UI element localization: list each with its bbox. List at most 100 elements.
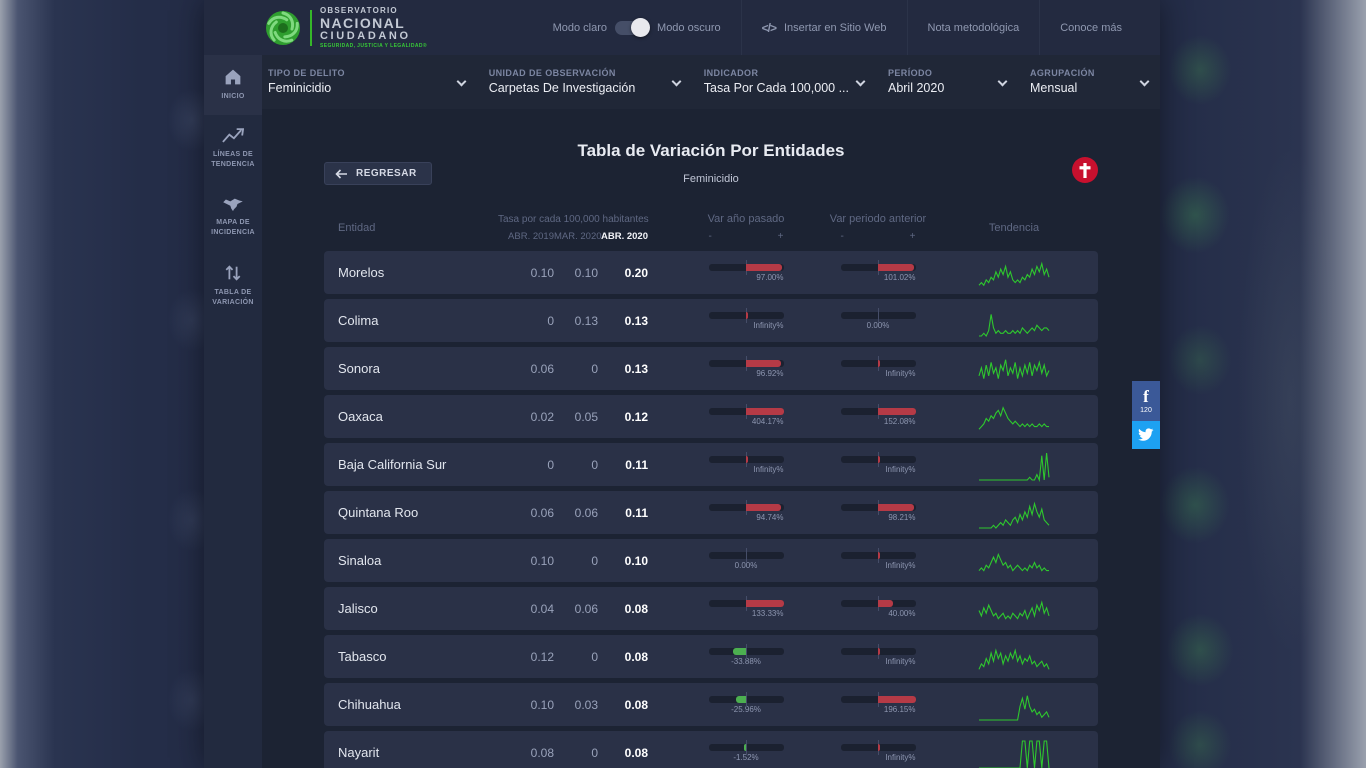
rate-prev-month: 0.06 [574, 505, 598, 520]
col-header-period-2: MAR. 2020 [554, 230, 602, 242]
back-button[interactable]: REGRESAR [324, 162, 432, 185]
chevron-down-icon[interactable] [1139, 76, 1150, 86]
sparkline-chart [979, 452, 1050, 482]
rate-prev-year: 0.10 [530, 265, 554, 280]
table-row[interactable]: Morelos 0.10 0.10 0.20 97.00% 101.02% [324, 251, 1098, 294]
onc-logo[interactable]: OBSERVATORIO NACIONAL CIUDADANO SEGURIDA… [264, 6, 427, 49]
sort-arrows-icon [225, 264, 241, 281]
twitter-share-button[interactable] [1132, 421, 1160, 449]
rate-prev-year: 0.12 [530, 649, 554, 664]
table-row[interactable]: Colima 0 0.13 0.13 Infinity% 0.00% [324, 299, 1098, 342]
var-year-bar: 96.92% [680, 355, 812, 378]
var-year-value: -1.52% [733, 752, 759, 762]
variation-table: Entidad Tasa por cada 100,000 habitantes… [262, 205, 1160, 768]
bar-fill [744, 743, 746, 751]
filter-label: UNIDAD DE OBSERVACIÓN [488, 67, 616, 78]
bar-center-divider [746, 547, 747, 563]
bar-fill [736, 695, 746, 703]
bar-center-divider [878, 307, 879, 323]
filter-observation-unit[interactable]: UNIDAD DE OBSERVACIÓN Carpetas De Invest… [488, 67, 682, 97]
col-header-period-1: ABR. 2019 [508, 230, 554, 242]
sidebar-item-tabla-de-variacion[interactable]: TABLA DE VARIACIÓN [204, 251, 262, 321]
rate-current: 0.08 [624, 601, 648, 616]
trend-lines-icon [222, 127, 244, 143]
chevron-down-icon[interactable] [855, 76, 866, 86]
table-row[interactable]: Baja California Sur 0 0 0.11 Infinity% I… [324, 443, 1098, 486]
entity-name: Sinaloa [338, 553, 382, 568]
var-year-bar: -33.88% [680, 643, 812, 666]
filter-indicator[interactable]: INDICADOR Tasa Por Cada 100,000 ... [704, 68, 866, 97]
cross-icon [1079, 162, 1091, 178]
bar-fill [878, 503, 914, 511]
sidebar-item-inicio[interactable]: INICIO [204, 55, 262, 115]
rate-prev-month: 0 [591, 649, 598, 664]
entity-name: Sonora [338, 361, 380, 376]
var-year-bar: 133.33% [680, 595, 812, 618]
bar-fill [746, 407, 784, 415]
filter-label: TIPO DE DELITO [268, 67, 345, 78]
embed-link[interactable]: </> Insertar en Sitio Web [740, 0, 907, 55]
trend-sparkline [944, 544, 1084, 578]
rate-prev-month: 0.10 [574, 265, 598, 280]
chevron-down-icon[interactable] [997, 76, 1008, 86]
var-prev-value: Infinity% [885, 368, 916, 378]
minus-label: - [840, 231, 844, 242]
method-note-link[interactable]: Nota metodológica [906, 0, 1040, 55]
var-year-value: Infinity% [753, 464, 784, 474]
rate-prev-year: 0.10 [530, 553, 554, 568]
trend-sparkline [944, 736, 1084, 768]
var-year-value: -33.88% [731, 656, 761, 666]
minus-label: - [708, 231, 712, 242]
var-year-value: -25.96% [731, 704, 761, 714]
facebook-share-button[interactable]: f 120 [1132, 381, 1160, 421]
var-prev-bar: Infinity% [812, 739, 944, 762]
table-row[interactable]: Sonora 0.06 0 0.13 96.92% Infinity% [324, 347, 1098, 390]
var-year-bar: 94.74% [680, 499, 812, 522]
table-row[interactable]: Quintana Roo 0.06 0.06 0.11 94.74% 98.21… [324, 491, 1098, 534]
learn-more-link[interactable]: Conoce más [1039, 0, 1142, 55]
chevron-down-icon[interactable] [671, 76, 682, 86]
trend-sparkline [944, 256, 1084, 290]
top-header: OBSERVATORIO NACIONAL CIUDADANO SEGURIDA… [204, 0, 1160, 55]
rate-current: 0.08 [624, 745, 648, 760]
rate-prev-month: 0.06 [574, 601, 598, 616]
chevron-down-icon[interactable] [456, 76, 467, 86]
sidebar-item-lineas-de-tendencia[interactable]: LÍNEAS DE TENDENCIA [204, 115, 262, 183]
rate-prev-month: 0 [591, 745, 598, 760]
filter-grouping[interactable]: AGRUPACIÓN Mensual [1030, 68, 1150, 97]
sidebar-item-mapa-de-incidencia[interactable]: MAPA DE INCIDENCIA [204, 183, 262, 251]
facebook-icon: f [1143, 387, 1149, 406]
rate-prev-year: 0 [547, 313, 554, 328]
var-prev-value: Infinity% [885, 560, 916, 570]
filter-bar: TIPO DE DELITO Feminicidio UNIDAD DE OBS… [262, 55, 1160, 109]
var-year-bar: 97.00% [680, 259, 812, 282]
trend-sparkline [944, 448, 1084, 482]
top-menu: Modo claro Modo oscuro </> Insertar en S… [533, 0, 1142, 55]
mode-dark-label: Modo oscuro [657, 21, 721, 34]
table-row[interactable]: Tabasco 0.12 0 0.08 -33.88% Infinity% [324, 635, 1098, 678]
filter-period[interactable]: PERÍODO Abril 2020 [887, 67, 1008, 97]
var-prev-bar: 0.00% [812, 307, 944, 330]
table-row[interactable]: Jalisco 0.04 0.06 0.08 133.33% 40.00% [324, 587, 1098, 630]
bar-fill [878, 455, 880, 463]
table-row[interactable]: Nayarit 0.08 0 0.08 -1.52% Infinity% [324, 731, 1098, 768]
toggle-knob[interactable] [631, 17, 651, 37]
table-row[interactable]: Oaxaca 0.02 0.05 0.12 404.17% 152.08% [324, 395, 1098, 438]
rate-prev-year: 0.08 [530, 745, 554, 760]
code-icon: </> [761, 20, 777, 35]
col-header-rate-group: Tasa por cada 100,000 habitantes [498, 213, 649, 225]
rate-prev-year: 0.06 [530, 361, 554, 376]
filter-value: Carpetas De Investigación [488, 80, 636, 95]
rate-prev-month: 0 [591, 361, 598, 376]
table-row[interactable]: Sinaloa 0.10 0 0.10 0.00% Infinity% [324, 539, 1098, 582]
table-body: Morelos 0.10 0.10 0.20 97.00% 101.02% Co… [324, 251, 1098, 768]
sparkline-chart [978, 261, 1050, 286]
bar-fill [878, 263, 914, 271]
filter-crime-type[interactable]: TIPO DE DELITO Feminicidio [268, 67, 467, 97]
sparkline-chart [979, 313, 1050, 337]
dark-mode-toggle[interactable] [615, 17, 651, 37]
filter-label: PERÍODO [887, 67, 933, 78]
table-row[interactable]: Chihuahua 0.10 0.03 0.08 -25.96% 196.15% [324, 683, 1098, 726]
entity-name: Chihuahua [338, 697, 401, 712]
rate-prev-month: 0.03 [574, 697, 598, 712]
